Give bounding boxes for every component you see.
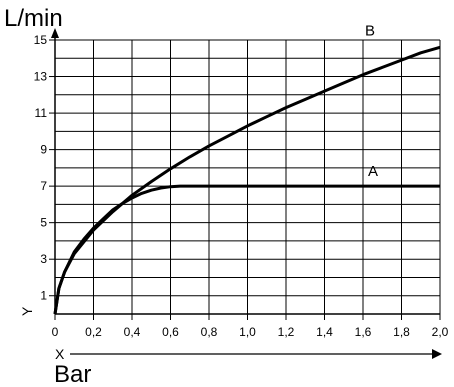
x-unit-label: Bar: [54, 361, 91, 387]
x-tick-label: 1,0: [239, 325, 256, 339]
x-tick-label: 1,8: [393, 325, 410, 339]
x-tick-label: 1,6: [355, 325, 372, 339]
axes: XY: [19, 28, 442, 362]
series-label-b: B: [365, 22, 375, 39]
x-tick-label: 0,6: [162, 325, 179, 339]
y-axis-letter: Y: [19, 306, 35, 316]
y-tick-label: 1: [40, 289, 47, 303]
x-tick-label: 0: [52, 325, 59, 339]
x-tick-label: 2,0: [432, 325, 449, 339]
x-tick-label: 1,2: [278, 325, 295, 339]
x-axis-letter: X: [55, 346, 65, 362]
series-line-a: [53, 184, 440, 315]
y-unit-label: L/min: [4, 5, 63, 32]
y-tick-label: 5: [40, 216, 47, 230]
x-tick-label: 0,8: [201, 325, 218, 339]
y-tick-label: 11: [35, 106, 48, 120]
x-tick-label: 1,4: [316, 325, 333, 339]
x-tick-label: 0,2: [85, 325, 102, 339]
y-tick-label: 15: [34, 33, 48, 47]
y-axis-arrow-icon: [51, 28, 59, 38]
series-lines: [53, 45, 441, 315]
series-labels: AB: [365, 22, 378, 180]
y-tick-label: 7: [40, 179, 47, 193]
series-label-a: A: [368, 163, 378, 180]
y-tick-label: 3: [40, 252, 47, 266]
y-tick-label: 9: [40, 143, 47, 157]
grid: [55, 39, 441, 314]
tick-labels: 0 0,2 0,4 0,6 0,8 1,0 1,2 1,4 1,6 1,8 2,0135791113…: [34, 33, 449, 339]
y-tick-label: 13: [34, 70, 48, 84]
x-tick-label: 0,4: [124, 325, 141, 339]
series-line-b: [53, 45, 441, 315]
x-direction-arrow-icon: [432, 349, 442, 359]
